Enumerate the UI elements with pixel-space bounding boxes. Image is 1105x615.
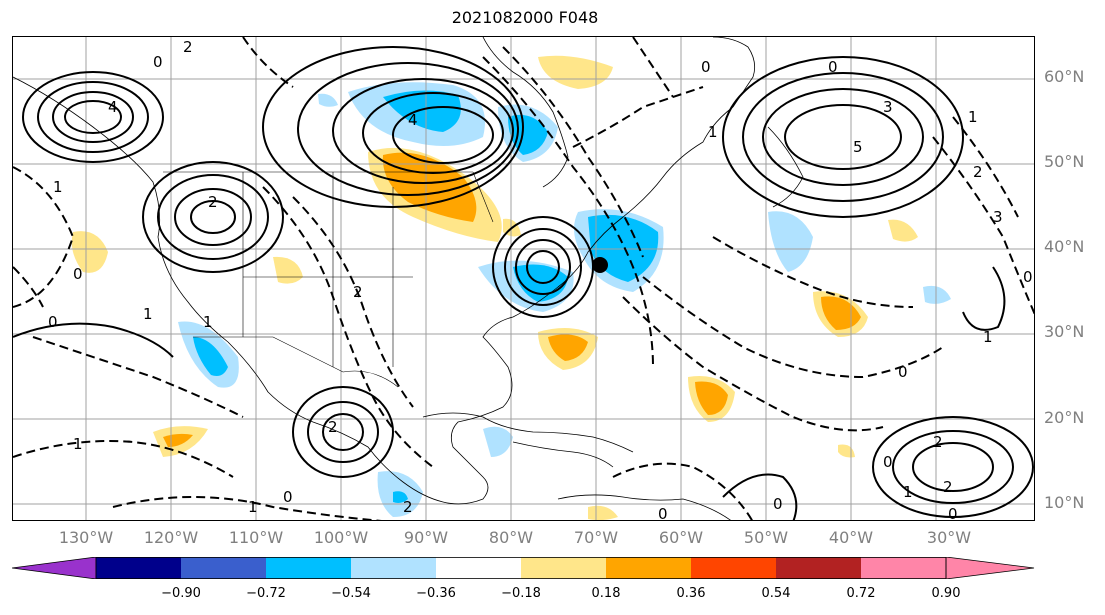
shade-yellow (538, 55, 613, 89)
colorbar-bin (266, 557, 351, 579)
contour-label: 1 (708, 123, 718, 141)
lat-label: 10°N (1044, 493, 1085, 512)
shade-orange (695, 381, 728, 415)
lon-label: 50°W (743, 528, 789, 547)
contour-label: 1 (143, 305, 153, 323)
contour-label: 2 (973, 163, 983, 181)
contour-label: 2 (403, 498, 413, 516)
contour-label: 1 (73, 435, 83, 453)
contour-label: 1 (983, 328, 993, 346)
shade-blue-light (483, 426, 513, 457)
colorbar-tick: −0.54 (331, 586, 371, 601)
map-panel: 2 0 4 0 1 2 1 0 2 4 0 1 3 5 1 2 3 2 1 2 … (12, 36, 1035, 521)
contour-label: 3 (883, 98, 893, 116)
colorbar-extend-low (12, 557, 97, 579)
shade-yellow (71, 231, 108, 273)
shade-blue-light (318, 93, 338, 107)
lon-label: 30°W (926, 528, 972, 547)
contour-label: 2 (353, 283, 363, 301)
colorbar-tick: −0.36 (416, 586, 456, 601)
lat-label: 50°N (1044, 152, 1085, 171)
coastlines (13, 37, 804, 520)
colorbar-bin (861, 557, 946, 579)
contour-label: 2 (933, 433, 943, 451)
contour-label: 4 (408, 111, 418, 129)
contour-label: 1 (248, 498, 258, 516)
shade-yellow (273, 256, 303, 284)
contour-label: 2 (328, 418, 338, 436)
map-canvas: 2 0 4 0 1 2 1 0 2 4 0 1 3 5 1 2 3 2 1 2 … (13, 37, 1034, 521)
colorbar-tick: 0.90 (931, 586, 961, 601)
contour-label: 0 (773, 495, 783, 513)
colorbar-tick: −0.72 (246, 586, 286, 601)
contour-label: 2 (208, 193, 218, 211)
contour-label: 4 (108, 98, 118, 116)
lon-label: 60°W (658, 528, 704, 547)
contour-label: 2 (183, 38, 193, 56)
lon-label: 40°W (828, 528, 874, 547)
contour-label: 0 (658, 505, 668, 521)
map-title: 2021082000 F048 (451, 8, 599, 27)
contour-label: 0 (283, 488, 293, 506)
lat-label: 20°N (1044, 408, 1085, 427)
shade-blue-light (768, 211, 813, 272)
lon-label: 90°W (403, 528, 449, 547)
shade-yellow (838, 444, 855, 458)
contours-negative (13, 37, 1034, 520)
lon-label: 130°W (58, 528, 114, 547)
contours-positive (13, 46, 1034, 520)
lon-label: 100°W (313, 528, 369, 547)
colorbar-bin (776, 557, 861, 579)
contour-label: 1 (203, 313, 213, 331)
contour-label: 0 (828, 58, 838, 76)
colorbar-tick: 0.54 (761, 586, 791, 601)
colorbar-bin (606, 557, 691, 579)
colorbar-tick: 0.72 (846, 586, 876, 601)
contour-label: 1 (53, 178, 63, 196)
contour-label-group: 2 0 4 0 1 2 1 0 2 4 0 1 3 5 1 2 3 2 1 2 … (48, 38, 1033, 521)
shade-yellow (888, 219, 918, 242)
contour-label: 0 (948, 505, 958, 521)
colorbar-bin (436, 557, 521, 579)
colorbar-bin (351, 557, 436, 579)
colorbar-tick: 0.18 (591, 586, 621, 601)
shade-blue (193, 337, 228, 376)
lon-label: 70°W (573, 528, 619, 547)
lat-label: 60°N (1044, 67, 1085, 86)
lon-label: 80°W (488, 528, 534, 547)
colorbar-bin (96, 557, 181, 579)
colorbar-bin (691, 557, 776, 579)
contour-label: 0 (898, 363, 908, 381)
colorbar-tick: −0.90 (161, 586, 201, 601)
colorbar-bin (181, 557, 266, 579)
contour-label: 0 (153, 53, 163, 71)
colorbar-bin (521, 557, 606, 579)
contour-label: 1 (968, 108, 978, 126)
contour-label: 3 (993, 208, 1003, 226)
lat-label: 30°N (1044, 322, 1085, 341)
colorbar (12, 557, 1035, 579)
lat-label: 40°N (1044, 237, 1085, 256)
colorbar-tick: −0.18 (501, 586, 541, 601)
shade-blue-light (923, 285, 951, 304)
shade-yellow (588, 505, 618, 520)
borders (163, 171, 494, 388)
lon-label: 120°W (143, 528, 199, 547)
location-marker-icon (592, 257, 608, 273)
colorbar-extend-high (945, 557, 1035, 579)
shade-blue (383, 90, 461, 132)
contour-label: 2 (943, 478, 953, 496)
contour-label: 0 (1023, 268, 1033, 286)
contour-label: 0 (701, 58, 711, 76)
contour-label: 0 (48, 313, 58, 331)
shade-blue (393, 491, 408, 503)
contour-label: 5 (853, 138, 863, 156)
contour-label: 1 (903, 483, 913, 501)
contour-label: 0 (883, 453, 893, 471)
shade-orange (548, 334, 588, 361)
lon-label: 110°W (228, 528, 284, 547)
colorbar-tick: 0.36 (676, 586, 706, 601)
contour-label: 0 (73, 265, 83, 283)
